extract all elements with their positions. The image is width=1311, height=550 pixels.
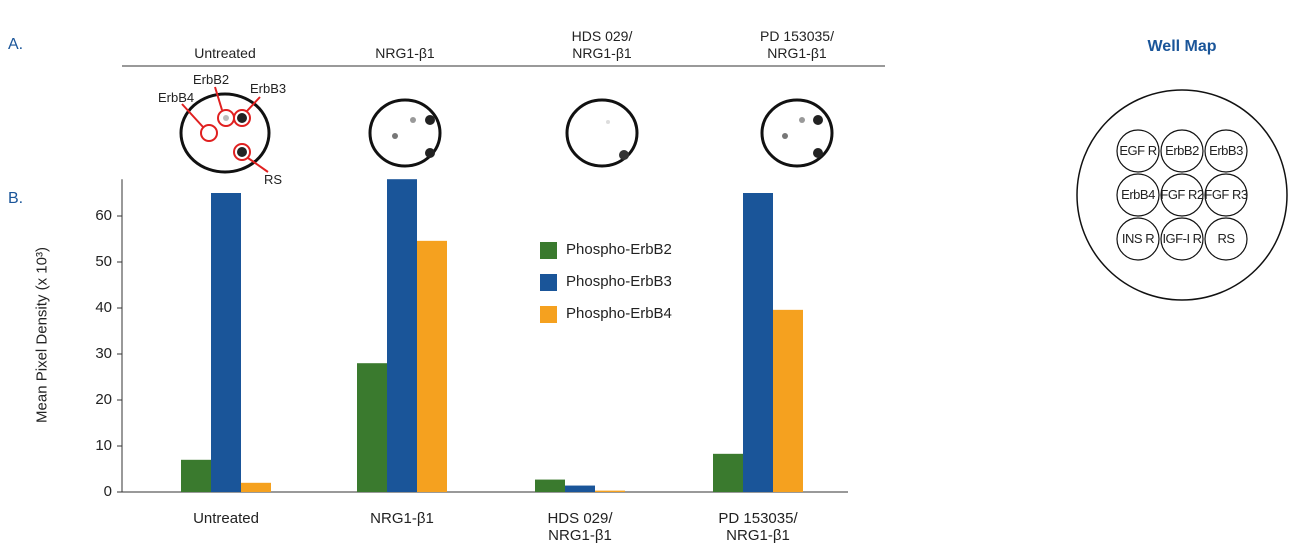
bar	[241, 483, 271, 492]
bar	[211, 193, 241, 492]
well-map-title: Well Map	[1147, 38, 1216, 55]
bar	[181, 460, 211, 492]
x-tick-label: NRG1-β1	[370, 510, 434, 527]
x-tick-label: Untreated	[193, 510, 259, 527]
bar	[417, 241, 447, 492]
y-tick-label: 50	[95, 253, 112, 270]
figure: A. B. ErbB4 ErbB2 ErbB3 RS Well Map Untr…	[0, 0, 1311, 550]
well-label: EGF R	[1119, 142, 1156, 159]
blot-annotation: ErbB2	[193, 71, 229, 88]
blot-column-label: NRG1-β1	[375, 45, 434, 62]
panel-label: A.	[8, 36, 23, 53]
y-axis-label: Mean Pixel Density (x 10³)	[34, 247, 51, 423]
bar	[743, 193, 773, 492]
blot-spot	[425, 148, 435, 158]
blot-spot	[410, 117, 416, 123]
well-label: ErbB3	[1209, 142, 1243, 159]
bar	[357, 363, 387, 492]
legend-swatch	[540, 274, 557, 291]
blot-spot	[606, 120, 610, 124]
blot-spot	[425, 115, 435, 125]
legend-swatch	[540, 306, 557, 323]
y-tick-label: 30	[95, 345, 112, 362]
blot-spot	[813, 115, 823, 125]
legend-label: Phospho-ErbB2	[566, 241, 672, 258]
bar	[595, 491, 625, 492]
legend-swatch	[540, 242, 557, 259]
bar	[713, 454, 743, 492]
blot-images	[181, 94, 832, 172]
well-label: ErbB2	[1165, 142, 1199, 159]
bar	[535, 480, 565, 492]
x-tick-label: HDS 029/ NRG1-β1	[547, 510, 612, 544]
bar	[565, 486, 595, 492]
blot-spot	[237, 147, 247, 157]
well-label: ErbB4	[1121, 186, 1155, 203]
panel-label: B.	[8, 190, 23, 207]
well-label: IGF-I R	[1162, 230, 1201, 247]
blot-spots	[223, 113, 823, 160]
blot-spot	[392, 133, 398, 139]
well-label: RS	[1217, 230, 1234, 247]
y-tick-label: 10	[95, 437, 112, 454]
bar	[387, 179, 417, 492]
blot-membrane	[181, 94, 269, 172]
blot-spot	[619, 150, 629, 160]
blot-spot	[223, 115, 229, 121]
y-tick-label: 0	[104, 483, 112, 500]
well-label: FGF R3	[1204, 186, 1247, 203]
blot-column-label: HDS 029/ NRG1-β1	[572, 28, 633, 62]
blot-spot	[782, 133, 788, 139]
blot-spot	[813, 148, 823, 158]
blot-annotation: RS	[264, 171, 282, 188]
y-tick-label: 40	[95, 299, 112, 316]
bar	[773, 310, 803, 492]
y-tick-label: 20	[95, 391, 112, 408]
bar-chart	[117, 179, 848, 492]
blot-column-label: Untreated	[194, 45, 255, 62]
blot-annotation: ErbB4	[158, 89, 194, 106]
blot-column-label: PD 153035/ NRG1-β1	[760, 28, 834, 62]
y-tick-label: 60	[95, 207, 112, 224]
well-label: INS R	[1122, 230, 1154, 247]
blot-spot	[799, 117, 805, 123]
blot-spot	[237, 113, 247, 123]
legend-label: Phospho-ErbB3	[566, 273, 672, 290]
well-label: FGF R2	[1160, 186, 1203, 203]
legend-label: Phospho-ErbB4	[566, 305, 672, 322]
blot-annotation: ErbB3	[250, 80, 286, 97]
x-tick-label: PD 153035/ NRG1-β1	[718, 510, 797, 544]
